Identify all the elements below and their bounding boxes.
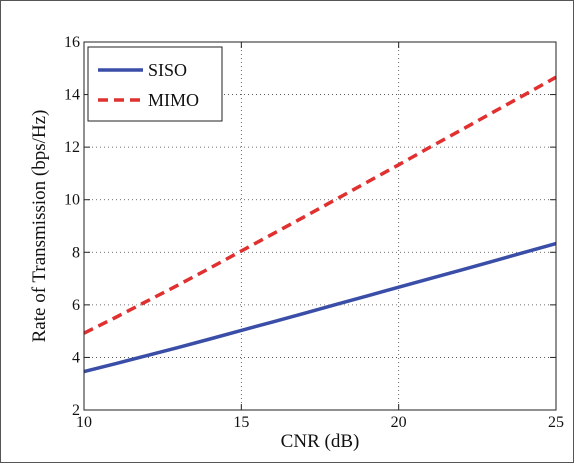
y-tick-label: 12	[64, 139, 80, 156]
y-tick-label: 8	[72, 244, 80, 261]
x-tick-label: 15	[233, 414, 249, 431]
x-tick-labels: 10 15 20 25	[76, 414, 564, 431]
y-tick-label: 10	[64, 192, 80, 209]
x-axis-title: CNR (dB)	[281, 431, 360, 452]
y-tick-label: 16	[64, 34, 80, 51]
y-tick-label: 14	[64, 87, 80, 104]
y-axis-title: Rate of Transmission (bps/Hz)	[29, 110, 50, 343]
legend-label-mimo: MIMO	[148, 90, 199, 110]
plot-frame	[83, 41, 557, 411]
y-tick-label: 4	[72, 349, 80, 366]
legend-label-siso: SISO	[148, 60, 187, 80]
x-tick-label: 20	[391, 414, 407, 431]
y-tick-label: 6	[72, 297, 80, 314]
grid-lines	[84, 42, 556, 410]
data-series	[83, 75, 557, 374]
y-tick-label: 2	[72, 402, 80, 419]
legend-box	[87, 46, 223, 122]
x-tick-label: 25	[548, 414, 564, 431]
x-tick-label: 10	[76, 414, 92, 431]
y-tick-labels: 2 4 6 8 10 12 14 16	[64, 34, 80, 419]
series-line-mimo	[83, 75, 557, 335]
legend: SISO MIMO	[87, 46, 223, 122]
series-line-siso	[83, 241, 557, 374]
